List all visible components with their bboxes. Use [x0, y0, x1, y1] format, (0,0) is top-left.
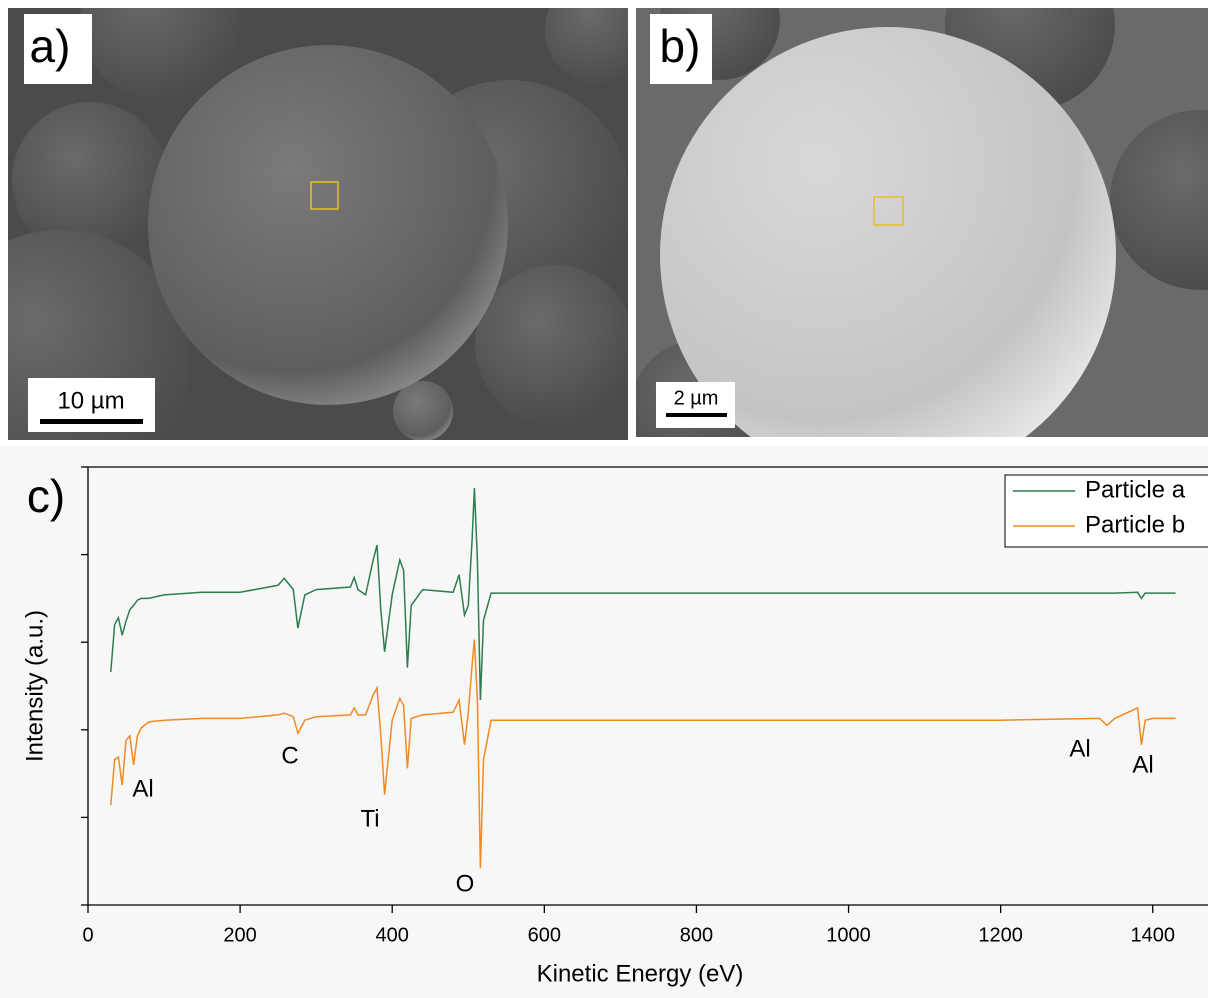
scale-bar-label: 2 µm: [674, 387, 719, 409]
legend-box: [1004, 474, 1208, 548]
data-line: [110, 487, 1176, 701]
legend-label: Particle b: [1085, 511, 1185, 538]
peak-annotation: Ti: [360, 805, 379, 832]
x-tick-label: 0: [82, 924, 93, 946]
peak-annotation: Al: [1069, 735, 1090, 762]
data-line: [110, 639, 1176, 869]
y-axis-title: Intensity (a.u.): [21, 610, 48, 762]
x-axis-title: Kinetic Energy (eV): [537, 960, 744, 987]
peak-annotation: C: [281, 742, 298, 769]
x-tick-label: 1400: [1131, 924, 1176, 946]
scale-bar-label: 10 µm: [57, 387, 124, 414]
x-tick-label: 200: [223, 924, 256, 946]
sem-image-a: [8, 8, 628, 440]
peak-annotation: Al: [1132, 751, 1153, 778]
x-tick-label: 400: [376, 924, 409, 946]
panel-label: a): [30, 20, 71, 72]
x-tick-label: 1200: [978, 924, 1023, 946]
panel-label: c): [27, 470, 65, 522]
x-tick-label: 800: [680, 924, 713, 946]
x-tick-label: 600: [528, 924, 561, 946]
panel-label: b): [660, 20, 701, 72]
legend-label: Particle a: [1085, 476, 1186, 503]
x-tick-label: 1000: [826, 924, 871, 946]
peak-annotation: Al: [132, 775, 153, 802]
sem-image-b: [636, 8, 1208, 437]
peak-annotation: O: [456, 870, 475, 897]
